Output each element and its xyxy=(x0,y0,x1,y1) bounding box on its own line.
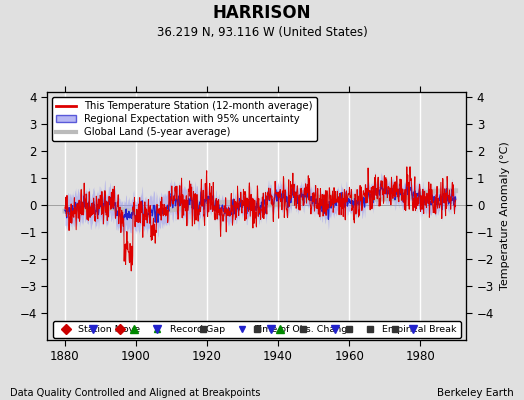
Text: Berkeley Earth: Berkeley Earth xyxy=(437,388,514,398)
Legend: Station Move, Record Gap, Time of Obs. Change, Empirical Break: Station Move, Record Gap, Time of Obs. C… xyxy=(53,321,461,338)
Text: HARRISON: HARRISON xyxy=(213,4,311,22)
Y-axis label: Temperature Anomaly (°C): Temperature Anomaly (°C) xyxy=(500,142,510,290)
Text: Data Quality Controlled and Aligned at Breakpoints: Data Quality Controlled and Aligned at B… xyxy=(10,388,261,398)
Text: 36.219 N, 93.116 W (United States): 36.219 N, 93.116 W (United States) xyxy=(157,26,367,39)
